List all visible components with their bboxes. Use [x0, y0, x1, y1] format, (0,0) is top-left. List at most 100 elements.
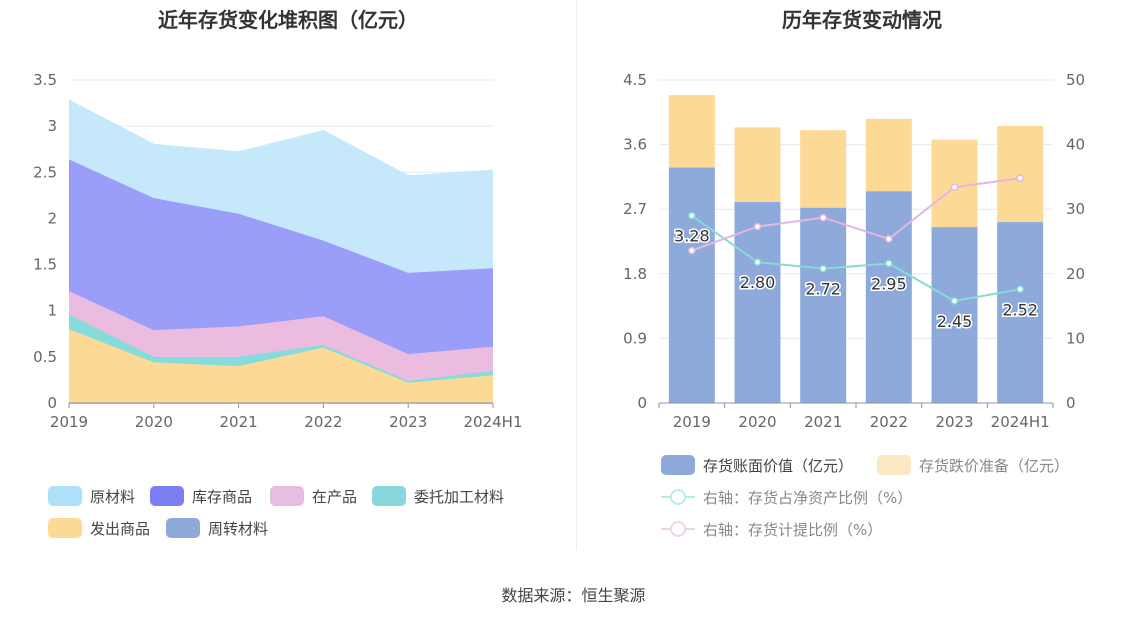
- y-right-tick-label: 50: [1066, 71, 1085, 89]
- legend-swatch: [166, 518, 200, 538]
- bar-value-label: 2.72: [805, 280, 841, 299]
- x-tick-label: 2024H1: [991, 413, 1050, 431]
- line-point: [1016, 174, 1024, 182]
- y-left-tick-label: 3.6: [623, 136, 647, 154]
- legend-swatch: [372, 486, 406, 506]
- x-tick-label: 2022: [870, 413, 908, 431]
- x-tick-label: 2019: [50, 413, 88, 431]
- stacked-area-chart: 0 0.5 1 1.5 2 2.5 3 3.5 2019 2020 2021 2022 2023 2024…: [33, 71, 523, 431]
- y-left-tick-label: 4.5: [623, 71, 647, 89]
- x-tick-label: 2020: [135, 413, 173, 431]
- legend-item-provision-ratio[interactable]: 右轴：存货计提比例（%）: [661, 517, 882, 541]
- bar-value-label: 2.52: [1002, 300, 1038, 319]
- legend-line-swatch: [661, 487, 695, 507]
- line-point: [753, 222, 762, 231]
- bar-impairment: [734, 127, 781, 203]
- bar-value-label: 2.95: [871, 274, 907, 293]
- legend-item-wip[interactable]: 在产品: [270, 484, 357, 508]
- y-tick-label: 3.5: [33, 71, 57, 89]
- bar-impairment: [800, 130, 847, 208]
- left-chart-title: 近年存货变化堆积图（亿元）: [158, 8, 418, 32]
- area-6: [69, 100, 493, 273]
- bar-book-value: [931, 227, 978, 403]
- y-right-tick-label: 10: [1066, 329, 1085, 347]
- line-series-2: [691, 177, 1021, 252]
- legend-swatch: [661, 455, 695, 475]
- line-point: [950, 183, 959, 191]
- right-chart-title: 历年存货变动情况: [782, 8, 942, 32]
- y-tick-label: 0: [47, 394, 57, 412]
- line-point: [688, 211, 696, 220]
- y-tick-label: 0.5: [33, 348, 57, 366]
- legend-label: 存货账面价值（亿元）: [703, 456, 854, 475]
- y-right-tick-label: 0: [1066, 394, 1076, 412]
- y-left-tick-label: 0.9: [623, 329, 647, 347]
- stacked-area-panel: 近年存货变化堆积图（亿元） 0 0.5 1 1.5 2 2.5 3 3.5 2019 2020 20…: [0, 0, 576, 550]
- area-edge-6: [68, 99, 494, 177]
- line-point: [885, 259, 893, 268]
- bar-impairment: [997, 125, 1044, 223]
- inventory-change-panel: 历年存货变动情况 0 0.9 1.8 2.7 3.6 4.5 0 10 20 30 40 50 3.28…: [577, 0, 1147, 550]
- panel-divider: [576, 0, 577, 550]
- bar-book-value: [865, 191, 912, 403]
- legend-label: 存货跌价准备（亿元）: [919, 456, 1070, 475]
- line-point: [819, 264, 827, 273]
- line-point: [753, 258, 762, 266]
- legend-swatch: [270, 486, 304, 506]
- line-point: [885, 235, 893, 243]
- legend-swatch: [48, 486, 82, 506]
- y-tick-label: 1: [47, 302, 57, 320]
- legend-line-swatch: [661, 519, 695, 539]
- x-tick-label: 2020: [738, 413, 776, 431]
- y-left-tick-label: 0: [637, 394, 647, 412]
- legend-swatch: [48, 518, 82, 538]
- x-tick-label: 2021: [804, 413, 842, 431]
- data-source-footer: 数据来源：恒生聚源: [501, 586, 646, 605]
- y-right-tick-label: 20: [1066, 265, 1085, 283]
- legend-label: 周转材料: [208, 519, 269, 538]
- bar-value-label: 3.28: [674, 227, 710, 246]
- bar-value-label: 2.80: [740, 273, 776, 292]
- area-5: [69, 159, 493, 355]
- area-4: [69, 291, 493, 381]
- y-left-tick-label: 2.7: [623, 200, 647, 218]
- legend-item-raw-material[interactable]: 原材料: [48, 484, 135, 508]
- legend-item-impairment[interactable]: 存货跌价准备（亿元）: [877, 453, 1069, 477]
- legend-item-turnover-material[interactable]: 周转材料: [166, 516, 268, 540]
- bar-book-value: [734, 202, 781, 403]
- legend-item-book-value[interactable]: 存货账面价值（亿元）: [661, 453, 853, 477]
- line-point: [1016, 285, 1024, 294]
- x-tick-label: 2019: [673, 413, 711, 431]
- legend-label: 委托加工材料: [414, 487, 505, 506]
- y-tick-label: 2.5: [33, 163, 57, 181]
- area-2: [69, 329, 493, 403]
- line-point: [688, 246, 696, 255]
- bar-book-value: [668, 167, 715, 403]
- line-point: [950, 297, 959, 305]
- legend-label: 右轴：存货计提比例（%）: [703, 520, 883, 539]
- legend-item-consigned[interactable]: 委托加工材料: [372, 484, 504, 508]
- legend-item-net-asset-ratio[interactable]: 右轴：存货占净资产比例（%）: [661, 485, 912, 509]
- legend-swatch: [150, 486, 184, 506]
- bar-line-chart: 0 0.9 1.8 2.7 3.6 4.5 0 10 20 30 40 50 3.28 2.80 2.72 2…: [623, 71, 1085, 431]
- line-point: [819, 213, 827, 222]
- y-tick-label: 3: [47, 117, 57, 135]
- line-series-1: [691, 214, 1021, 302]
- legend-label: 发出商品: [90, 519, 151, 538]
- bar-book-value: [800, 207, 847, 403]
- legend-label: 原材料: [90, 487, 136, 506]
- x-tick-label: 2023: [935, 413, 973, 431]
- bar-impairment: [668, 95, 715, 168]
- bar-book-value: [997, 222, 1044, 403]
- bar-value-label: 2.45: [937, 312, 973, 331]
- y-right-tick-label: 40: [1066, 136, 1085, 154]
- y-tick-label: 2: [47, 209, 57, 227]
- legend-swatch: [877, 455, 911, 475]
- y-right-tick-label: 30: [1066, 200, 1085, 218]
- legend-item-goods-shipped[interactable]: 发出商品: [48, 516, 150, 540]
- y-tick-label: 1.5: [33, 256, 57, 274]
- x-tick-label: 2022: [304, 413, 342, 431]
- x-tick-label: 2024H1: [464, 413, 523, 431]
- bar-impairment: [865, 118, 912, 192]
- legend-item-finished-goods[interactable]: 库存商品: [150, 484, 252, 508]
